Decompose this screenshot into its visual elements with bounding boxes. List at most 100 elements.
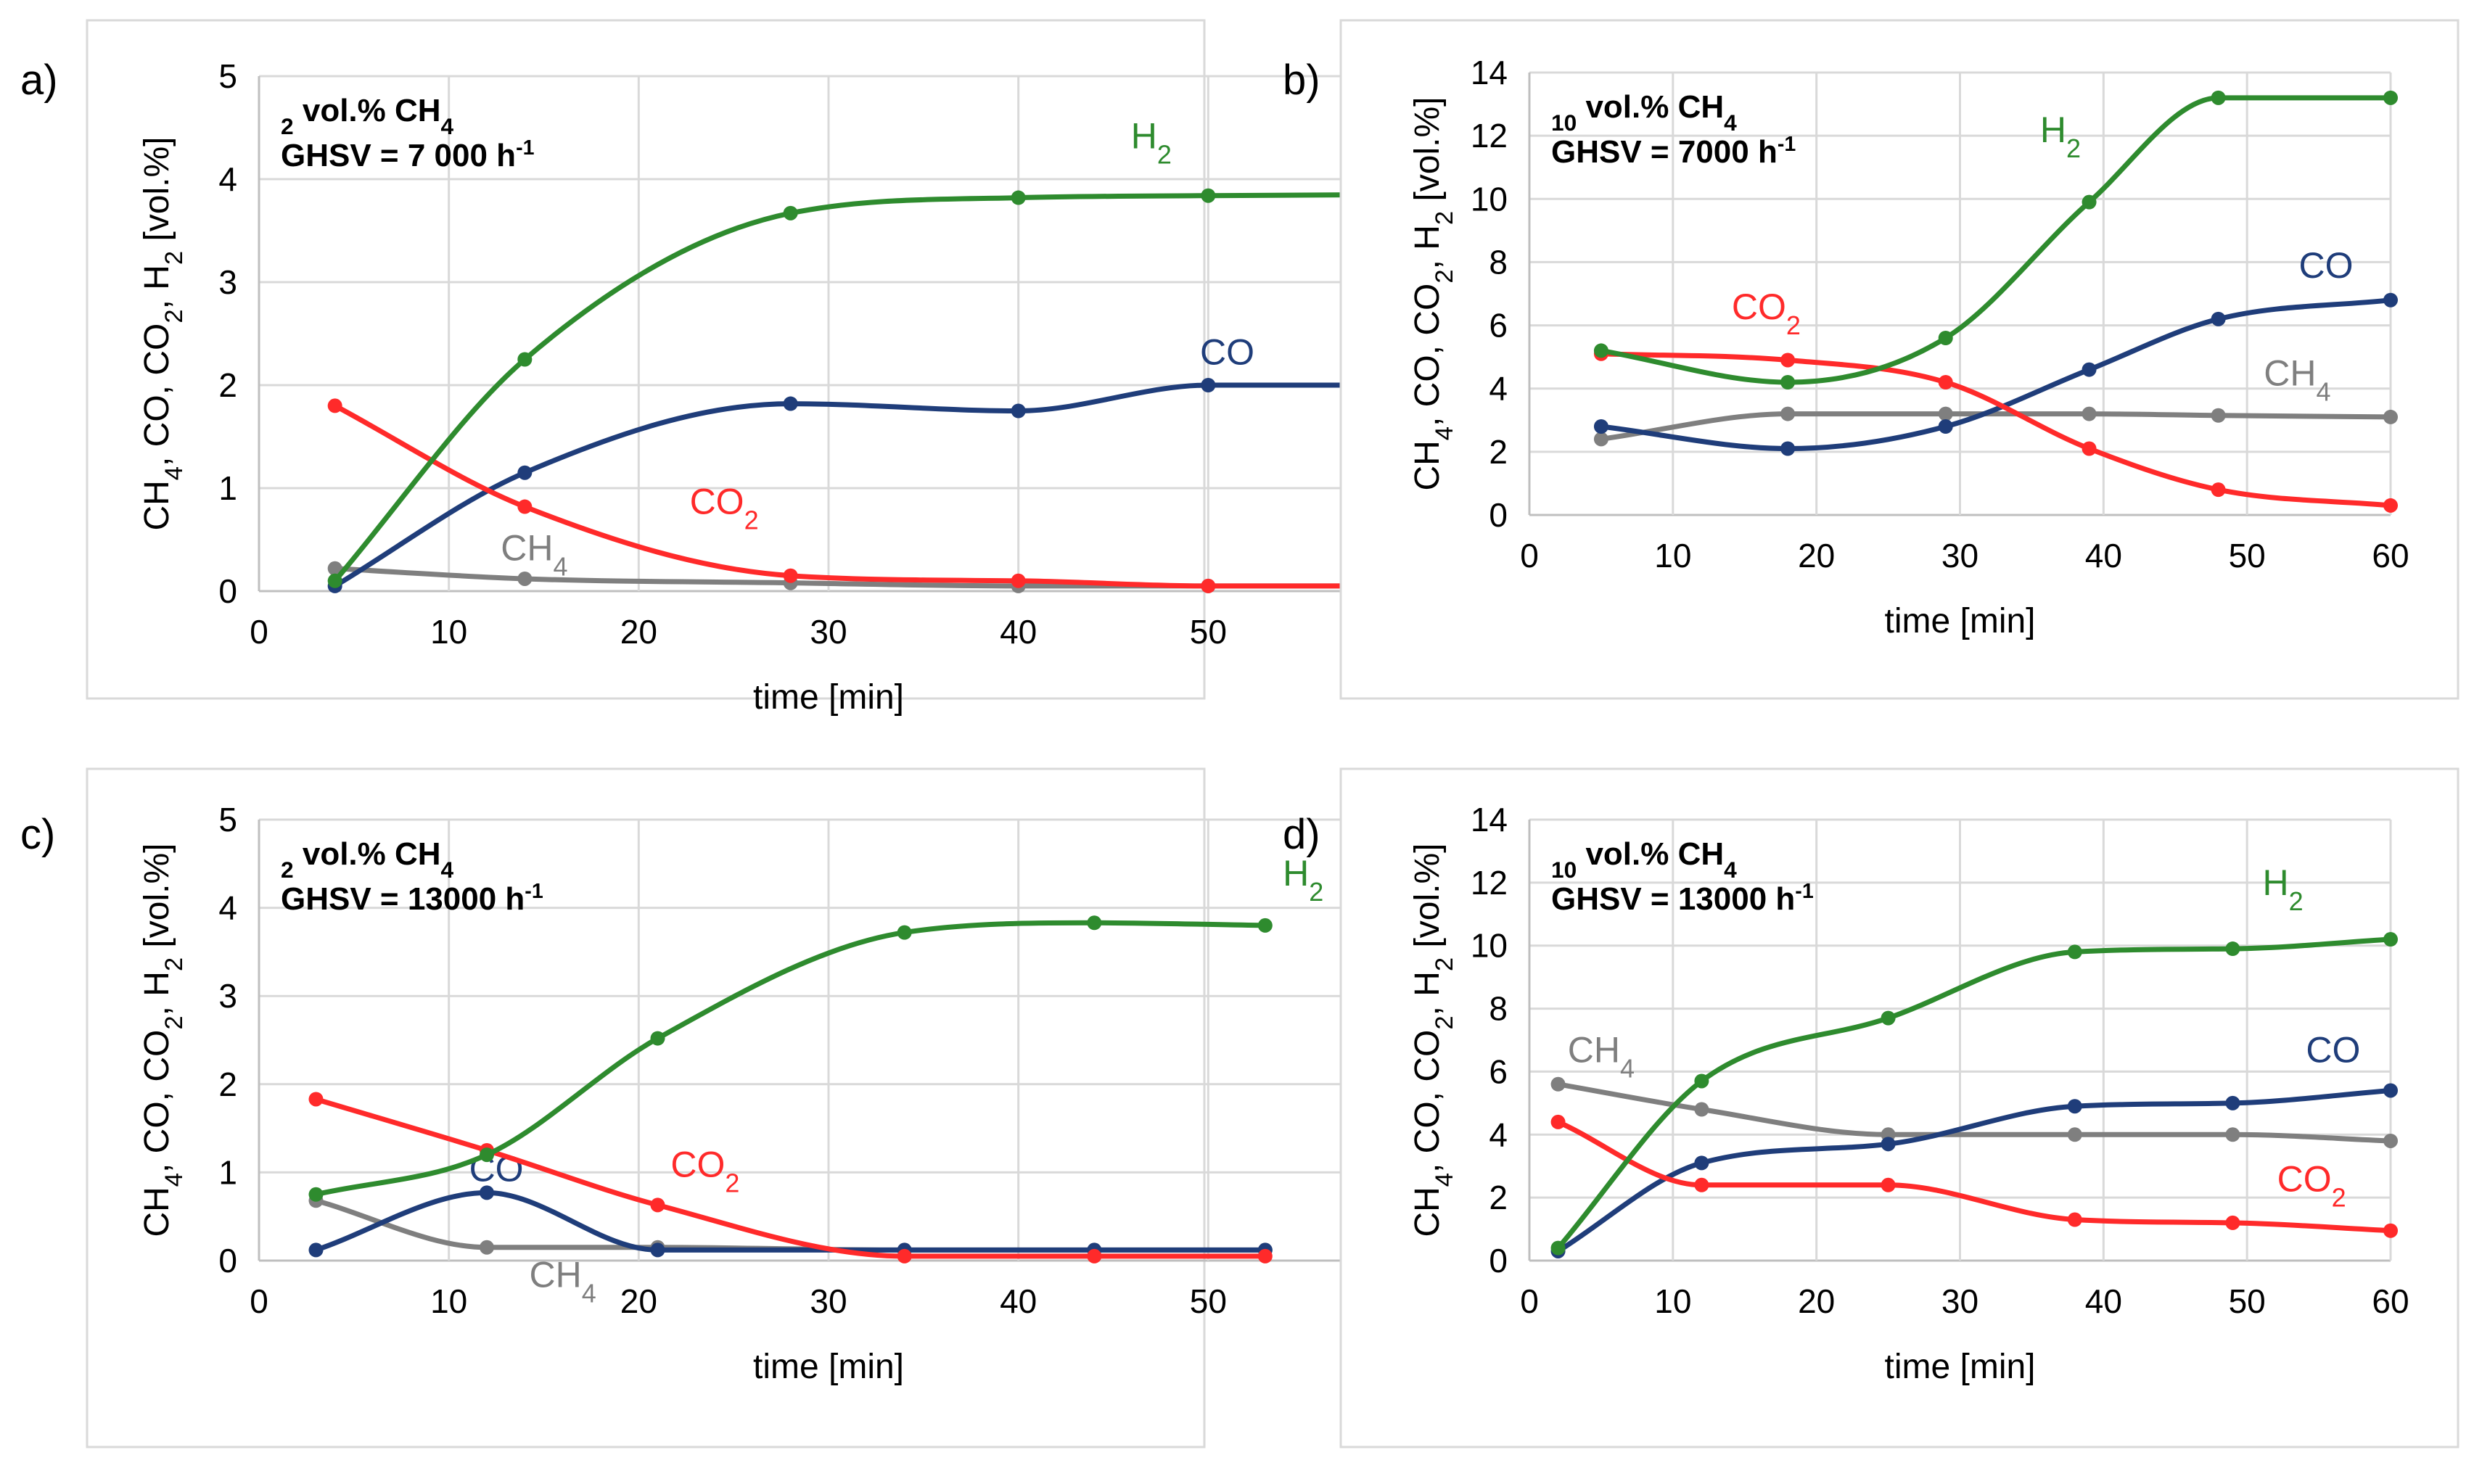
data-point: [2211, 482, 2226, 498]
series-label-ch4: CH4: [2264, 353, 2330, 406]
data-point: [2383, 1223, 2398, 1238]
series-line-co2: [332, 403, 1401, 589]
data-point: [1550, 1114, 1566, 1129]
y-tick-label: 2: [1489, 1179, 1508, 1216]
data-point: [2211, 90, 2226, 105]
x-tick-label: 20: [1798, 537, 1835, 574]
x-tick-label: 30: [810, 1282, 847, 1320]
series-ch4: CH4: [1550, 1029, 2398, 1148]
data-point: [1881, 1137, 1896, 1152]
data-point: [1938, 375, 1953, 389]
data-point: [897, 925, 912, 940]
data-point: [517, 465, 533, 480]
series-co: CO: [1593, 245, 2398, 456]
data-point: [327, 573, 342, 588]
data-point: [1087, 915, 1102, 931]
data-point: [308, 1092, 324, 1107]
condition-label: 10 vol.% CH4: [1551, 89, 1737, 136]
condition-label: GHSV = 7000 h-1: [1551, 133, 1796, 170]
data-point: [1550, 1240, 1566, 1256]
data-point: [2383, 1133, 2398, 1148]
data-point: [2383, 90, 2398, 105]
data-point: [1550, 1076, 1566, 1092]
series-line-co: [332, 382, 1401, 589]
series-co2: CO2: [308, 1092, 1273, 1264]
y-tick-label: 0: [218, 1242, 237, 1279]
data-point: [1257, 918, 1273, 933]
y-tick-label: 0: [1489, 1242, 1508, 1279]
data-point: [1593, 432, 1608, 447]
data-point: [1780, 406, 1796, 421]
data-point: [1881, 1010, 1896, 1026]
x-tick-label: 20: [620, 613, 657, 651]
data-point: [1881, 1177, 1896, 1192]
x-tick-label: 40: [2085, 1282, 2122, 1320]
x-axis-title: time [min]: [1884, 602, 2035, 640]
y-tick-label: 14: [1471, 54, 1508, 91]
data-point: [2067, 1127, 2082, 1142]
data-point: [1087, 1248, 1102, 1264]
panel-letter: d): [1283, 811, 1320, 858]
series-co2: CO2: [327, 398, 1405, 593]
data-point: [2225, 1095, 2240, 1110]
x-tick-label: 0: [1520, 1282, 1539, 1320]
data-point: [1780, 441, 1796, 456]
series-label-co: CO: [2298, 245, 2353, 286]
series-line-co: [1598, 297, 2393, 451]
data-point: [650, 1197, 665, 1213]
data-point: [1938, 406, 1953, 421]
condition-label: 2 vol.% CH4: [281, 93, 454, 139]
x-tick-label: 30: [1941, 537, 1978, 574]
x-tick-label: 20: [1798, 1282, 1835, 1320]
x-tick-label: 20: [620, 1282, 657, 1320]
data-point: [327, 398, 342, 413]
data-point: [1694, 1102, 1709, 1117]
data-point: [2082, 194, 2097, 210]
condition-label: GHSV = 13000 h-1: [1551, 880, 1814, 917]
data-point: [517, 571, 533, 586]
data-point: [1593, 419, 1608, 434]
x-tick-label: 0: [250, 613, 268, 651]
data-point: [1011, 573, 1026, 588]
condition-label: GHSV = 7 000 h-1: [281, 136, 535, 173]
panel-frame: [1339, 767, 2460, 1448]
x-axis-title: time [min]: [1884, 1348, 2035, 1386]
data-point: [2383, 498, 2398, 513]
x-tick-label: 10: [1654, 537, 1691, 574]
data-point: [517, 352, 533, 367]
series-label-co2: CO2: [690, 482, 759, 535]
y-tick-label: 12: [1471, 864, 1508, 902]
series-h2: H2: [308, 853, 1323, 1202]
series-h2: H2: [1550, 862, 2398, 1256]
x-tick-label: 0: [250, 1282, 268, 1320]
data-point: [1201, 578, 1216, 593]
data-point: [1201, 378, 1216, 392]
x-tick-label: 10: [430, 613, 467, 651]
x-tick-label: 50: [2229, 537, 2266, 574]
data-point: [1694, 1073, 1709, 1089]
data-point: [517, 499, 533, 514]
series-line-h2: [1598, 95, 2393, 385]
data-point: [2067, 1212, 2082, 1227]
data-point: [1780, 353, 1796, 368]
series-line-co2: [1598, 351, 2393, 508]
data-point: [480, 1147, 494, 1163]
panel-frame: [86, 19, 1206, 700]
y-tick-label: 8: [1489, 990, 1508, 1028]
y-axis-title: CH4, CO, CO2, H2 [vol.%]: [1408, 96, 1458, 490]
data-point: [308, 1242, 324, 1258]
x-tick-label: 10: [1654, 1282, 1691, 1320]
series-label-co2: CO2: [1732, 287, 1801, 340]
y-tick-label: 5: [218, 801, 237, 838]
data-point: [2067, 944, 2082, 960]
data-point: [2082, 441, 2097, 456]
series-line-co: [1556, 1088, 2393, 1254]
y-tick-label: 0: [1489, 496, 1508, 534]
y-tick-label: 2: [218, 1065, 237, 1103]
y-tick-label: 6: [1489, 307, 1508, 345]
x-axis-title: time [min]: [753, 1348, 904, 1386]
x-tick-label: 50: [1190, 613, 1227, 651]
y-tick-label: 1: [218, 469, 237, 507]
y-axis-title: CH4, CO, CO2, H2 [vol.%]: [138, 136, 188, 530]
